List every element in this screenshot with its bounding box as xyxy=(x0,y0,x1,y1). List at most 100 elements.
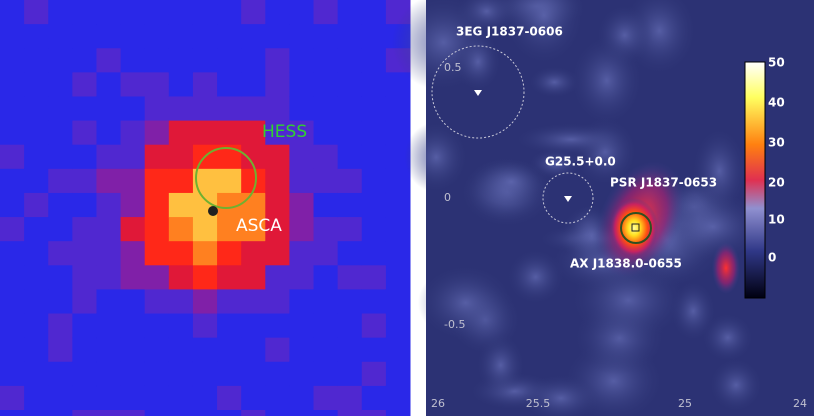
pixel xyxy=(337,313,363,339)
pixel xyxy=(265,385,290,411)
pixel xyxy=(385,96,411,122)
pixel xyxy=(24,72,49,97)
pixel xyxy=(0,337,25,363)
pixel xyxy=(217,96,242,122)
pixel xyxy=(385,361,411,387)
pixel xyxy=(192,410,218,416)
pixel xyxy=(265,337,290,363)
pixel xyxy=(241,337,266,363)
pixel xyxy=(337,120,363,146)
pixel xyxy=(120,24,146,49)
pixel xyxy=(120,144,146,170)
pixel xyxy=(48,48,73,73)
pixel xyxy=(241,96,266,122)
pixel xyxy=(144,337,170,363)
pixel xyxy=(0,313,25,339)
pixel xyxy=(24,410,49,416)
pixel xyxy=(265,217,290,242)
pixel xyxy=(0,0,25,25)
asca-label: ASCA xyxy=(236,216,282,236)
pixel xyxy=(385,385,411,411)
pixel xyxy=(48,168,73,194)
pixel xyxy=(385,289,411,315)
pixel xyxy=(24,241,49,266)
pixel xyxy=(120,192,146,218)
pixel xyxy=(48,313,73,339)
pixel xyxy=(385,120,411,146)
pixel xyxy=(168,0,194,25)
pixel xyxy=(313,217,339,242)
pixel xyxy=(24,337,49,363)
pixel xyxy=(289,144,315,170)
pixel xyxy=(192,217,218,242)
colorbar-tick-label: 40 xyxy=(768,96,785,110)
pixel xyxy=(96,24,122,49)
pixel xyxy=(385,265,411,290)
pixel xyxy=(241,313,266,339)
pixel xyxy=(96,265,122,290)
pixel xyxy=(217,48,242,73)
pixel xyxy=(192,241,218,266)
pixel xyxy=(361,337,387,363)
pixel xyxy=(120,72,146,97)
pixel xyxy=(385,241,411,266)
pixel xyxy=(48,217,73,242)
pixel xyxy=(385,217,411,242)
pixel xyxy=(96,0,122,25)
pixel xyxy=(217,313,242,339)
pixel xyxy=(217,120,242,146)
pixel xyxy=(24,192,49,218)
haze xyxy=(404,121,468,193)
pixel xyxy=(120,289,146,315)
pixel xyxy=(192,313,218,339)
pixel xyxy=(385,192,411,218)
pixel xyxy=(241,241,266,266)
pixel xyxy=(313,313,339,339)
pixel xyxy=(144,0,170,25)
pixel xyxy=(361,72,387,97)
pixel xyxy=(144,72,170,97)
pixel xyxy=(24,0,49,25)
pixel xyxy=(337,72,363,97)
pixel xyxy=(241,289,266,315)
haze xyxy=(476,158,546,205)
pixel xyxy=(168,144,194,170)
pixel xyxy=(265,168,290,194)
pixel xyxy=(313,24,339,49)
pixel xyxy=(289,385,315,411)
pixel xyxy=(265,0,290,25)
pixel xyxy=(361,289,387,315)
pixel xyxy=(313,385,339,411)
pixel xyxy=(361,48,387,73)
pixel xyxy=(289,72,315,97)
pixel xyxy=(265,96,290,122)
pixel xyxy=(241,0,266,25)
pixel xyxy=(120,241,146,266)
pixel xyxy=(72,385,97,411)
colorbar-tick-label: 0 xyxy=(768,251,776,265)
pixel xyxy=(361,361,387,387)
pixel xyxy=(96,361,122,387)
pixel xyxy=(144,385,170,411)
pixel xyxy=(313,289,339,315)
pixel xyxy=(313,96,339,122)
pixel xyxy=(72,337,97,363)
emission xyxy=(712,242,740,294)
pixel xyxy=(168,48,194,73)
pixel xyxy=(96,144,122,170)
pixel xyxy=(217,385,242,411)
pixel xyxy=(0,168,25,194)
haze xyxy=(507,249,564,305)
pixel xyxy=(144,289,170,315)
pixel xyxy=(168,96,194,122)
pixel xyxy=(144,96,170,122)
x-tick-label: 24 xyxy=(793,397,807,410)
pixel xyxy=(385,313,411,339)
pixel xyxy=(144,265,170,290)
haze xyxy=(455,32,501,92)
pixel xyxy=(120,0,146,25)
pixel xyxy=(313,192,339,218)
pixel xyxy=(0,24,25,49)
pixel xyxy=(337,241,363,266)
